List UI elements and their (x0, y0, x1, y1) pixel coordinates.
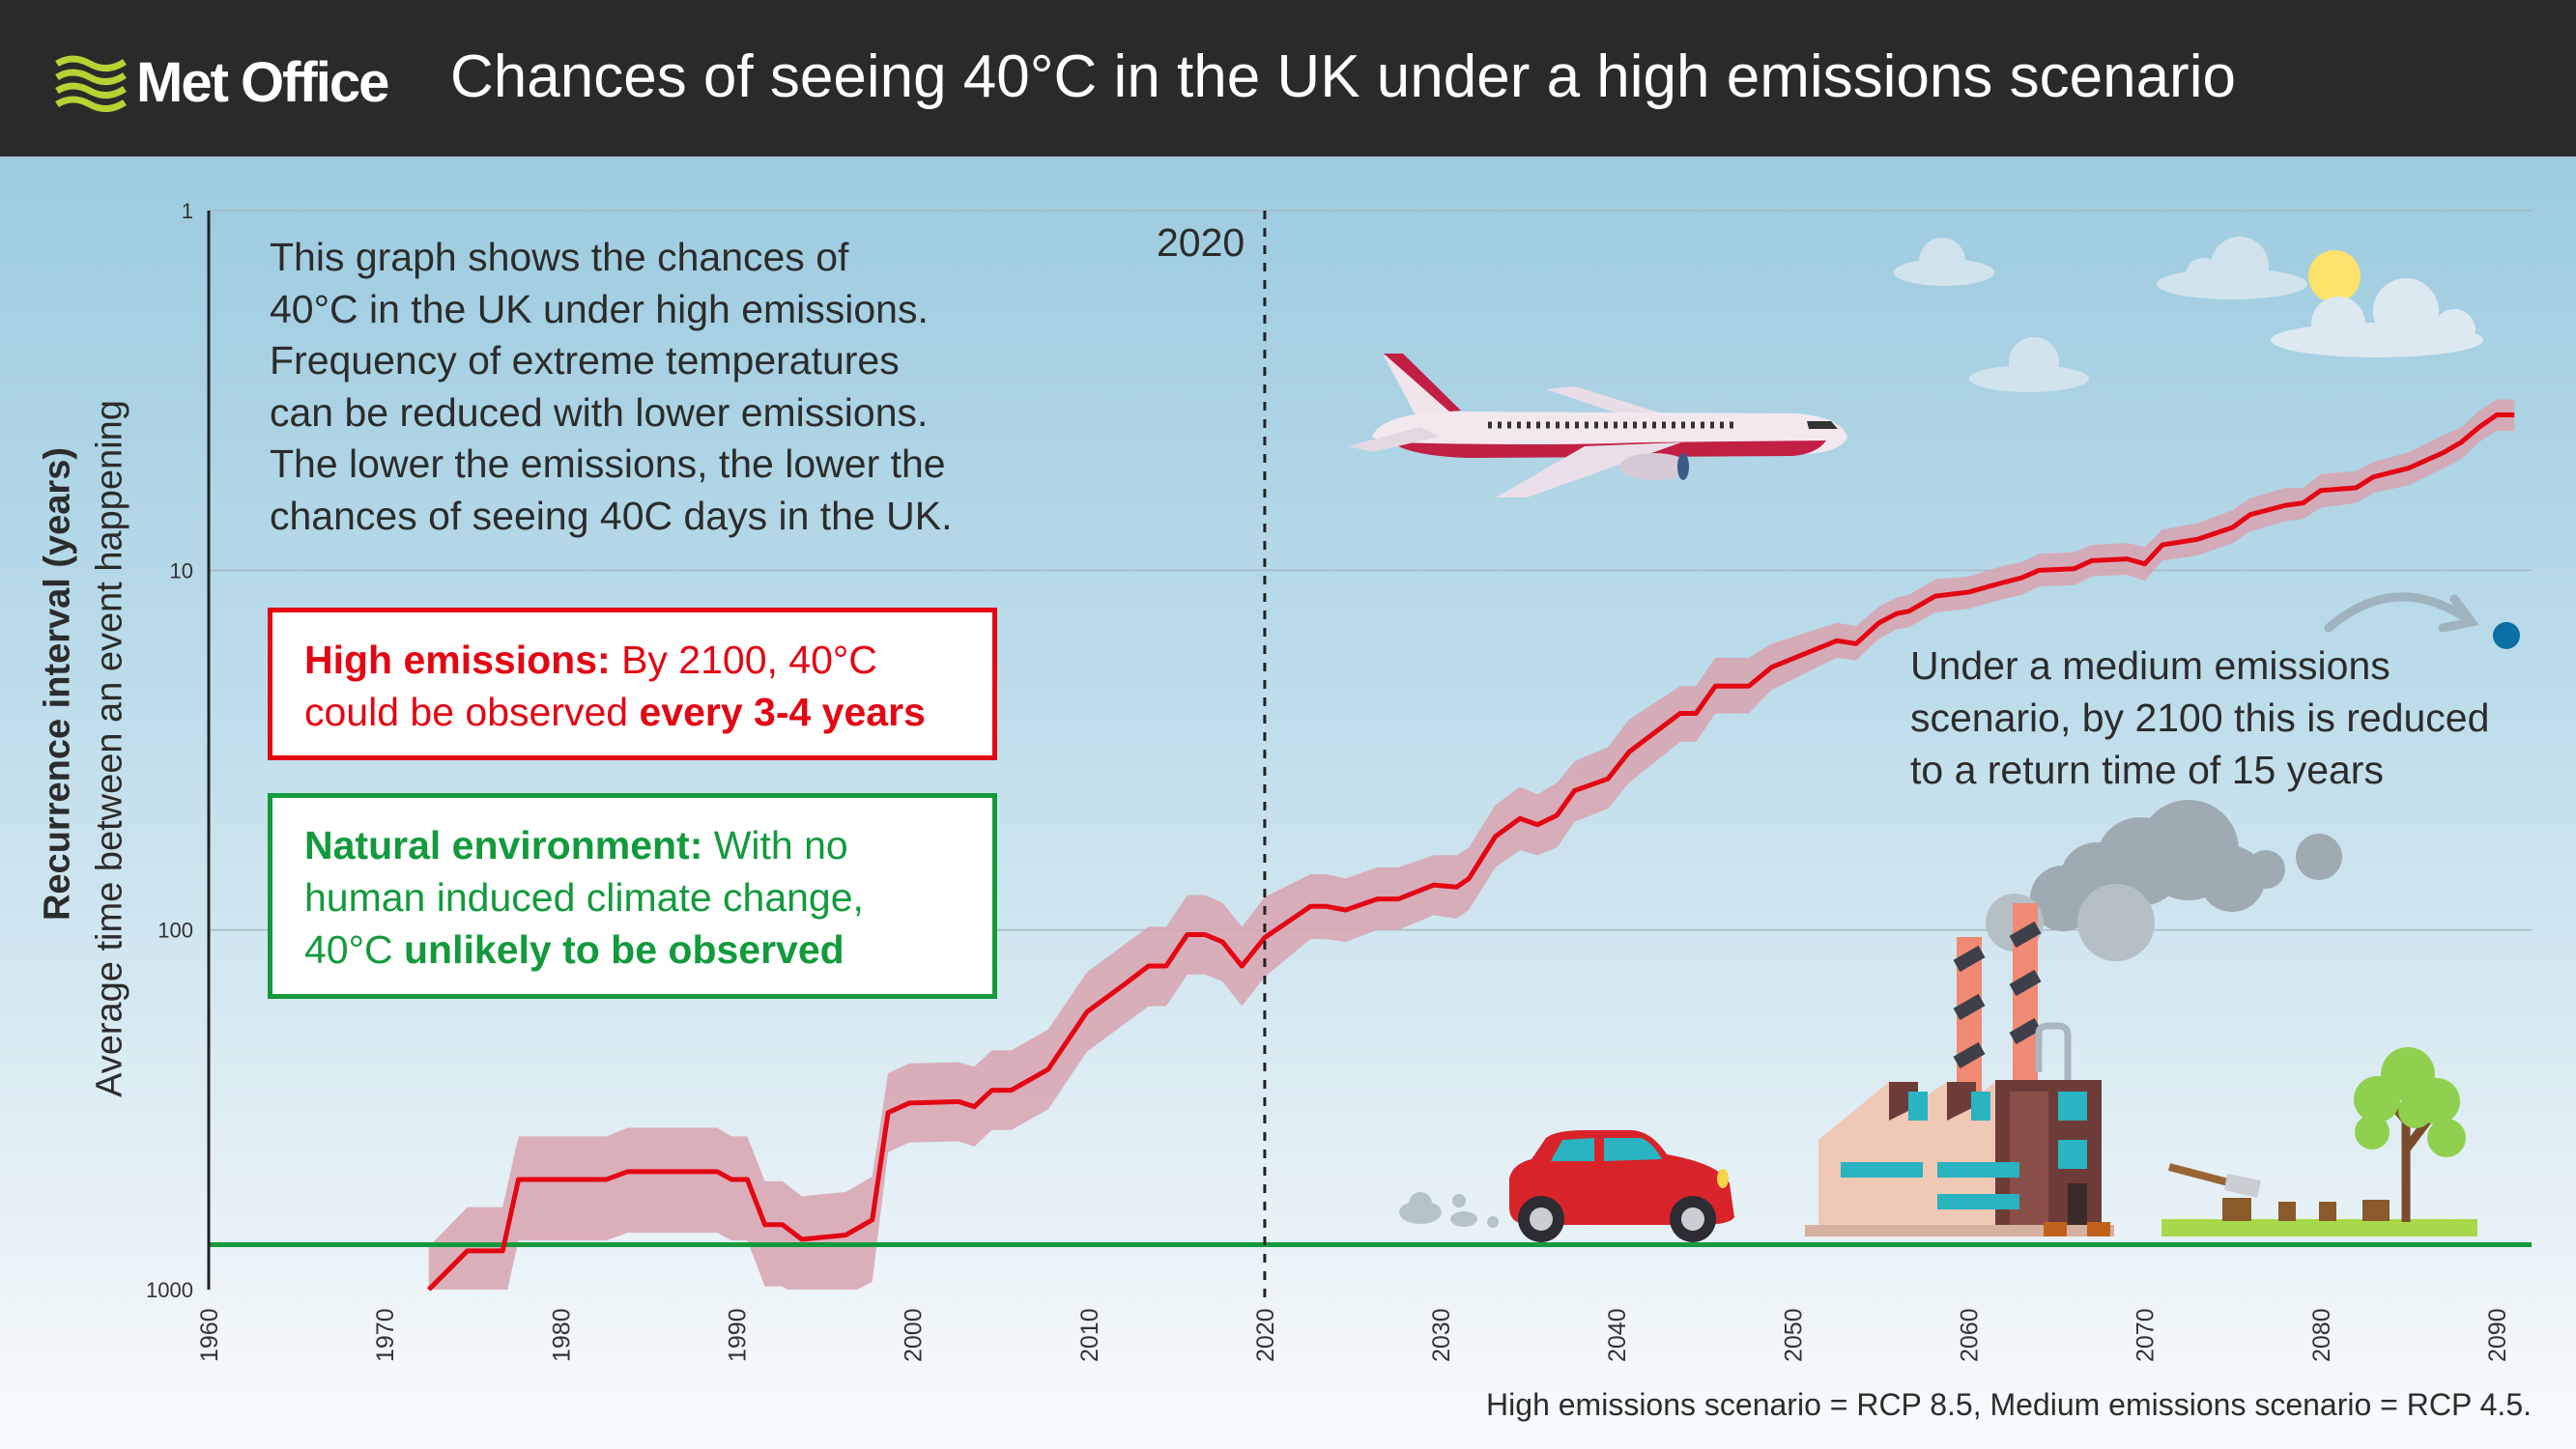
x-tick-label: 2040 (1604, 1308, 1631, 1362)
medium-emissions-point (2493, 621, 2520, 649)
description-line: chances of seeing 40C days in the UK. (270, 493, 953, 538)
met-office-waves-icon (55, 55, 127, 112)
description-line: This graph shows the chances of (270, 235, 849, 279)
sun-icon (2308, 250, 2361, 302)
y-tick-label: 1000 (146, 1278, 193, 1302)
x-tick-label: 2030 (1428, 1308, 1455, 1362)
x-tick-label: 2050 (1780, 1308, 1807, 1362)
x-tick-label: 1960 (196, 1308, 223, 1362)
uncertainty-band (428, 399, 2515, 1290)
deforestation-illustration (2161, 1047, 2477, 1236)
y-tick-label: 100 (157, 919, 193, 943)
x-tick-label: 2020 (1252, 1308, 1279, 1362)
high-emissions-text: could be observed (304, 690, 640, 734)
description-line: The lower the emissions, the lower the (270, 441, 946, 486)
x-tick-label: 2060 (1957, 1308, 1984, 1362)
cloud-icon (2271, 278, 2483, 357)
footnote: High emissions scenario = RCP 8.5, Mediu… (1486, 1387, 2532, 1422)
exhaust-puffs-icon (1399, 1192, 1499, 1228)
y-axis-subtitle: Average time between an event happening (89, 400, 130, 1097)
high-emissions-lead: High emissions: (304, 638, 611, 682)
description-line: can be reduced with lower emissions. (270, 389, 929, 435)
arrow-head-icon (2438, 594, 2479, 633)
natural-environment-text: human induced climate change, (304, 875, 864, 920)
medium-emissions-note: Under a medium emissions scenario, by 21… (1910, 639, 2489, 796)
description-text: This graph shows the chances of 40°C in … (270, 232, 953, 542)
page-title: Chances of seeing 40°C in the UK under a… (450, 43, 2236, 110)
axe-icon (2167, 1163, 2234, 1187)
x-tick-label: 2070 (2132, 1308, 2160, 1362)
x-tick-label: 2000 (901, 1308, 928, 1362)
high-emissions-text: By 2100, 40°C (610, 638, 877, 682)
cloud-icon (2157, 237, 2307, 299)
natural-environment-text: 40°C (304, 927, 405, 972)
x-tick-label: 2090 (2484, 1308, 2511, 1362)
curved-arrow-icon (2324, 592, 2474, 633)
smoke-illustration (1986, 800, 2342, 961)
x-tick-label: 1970 (372, 1308, 399, 1362)
airplane-illustration (1348, 354, 1847, 497)
high-emissions-line (426, 412, 2515, 1292)
medium-note-line: Under a medium emissions (1910, 643, 2390, 688)
natural-environment-emphasis: unlikely to be observed (404, 927, 844, 972)
logo-text: Met Office (136, 51, 389, 114)
high-emissions-callout: High emissions: By 2100, 40°C could be o… (268, 608, 997, 760)
y-tick-label: 1 (182, 199, 193, 223)
marker-2020-label: 2020 (1157, 220, 1245, 265)
medium-note-line: scenario, by 2100 this is reduced (1910, 696, 2490, 740)
x-tick-label: 1980 (548, 1308, 575, 1362)
x-tick-label: 1990 (724, 1308, 751, 1362)
car-illustration (1509, 1130, 1734, 1242)
medium-note-line: to a return time of 15 years (1910, 748, 2384, 792)
clouds-illustration (1894, 237, 2307, 392)
description-line: Frequency of extreme temperatures (270, 338, 900, 383)
tree-icon (2354, 1047, 2466, 1222)
y-tick-label: 10 (170, 558, 193, 582)
natural-environment-lead: Natural environment: (304, 823, 703, 867)
description-line: 40°C in the UK under high emissions. (270, 286, 929, 331)
y-axis-title: Recurrence interval (years) (37, 446, 78, 922)
natural-environment-callout: Natural environment: With no human induc… (268, 793, 997, 999)
natural-environment-text: With no (702, 823, 848, 867)
header-bar: Met Office Chances of seeing 40°C in the… (0, 0, 2576, 156)
high-emissions-emphasis: every 3-4 years (639, 690, 926, 734)
factory-illustration (1805, 903, 2114, 1236)
cloud-icon (1969, 337, 2089, 392)
met-office-logo: Met Office (53, 50, 389, 115)
cloud-icon (1894, 238, 1994, 286)
x-tick-label: 2080 (2308, 1308, 2335, 1362)
x-tick-label: 2010 (1076, 1308, 1103, 1362)
